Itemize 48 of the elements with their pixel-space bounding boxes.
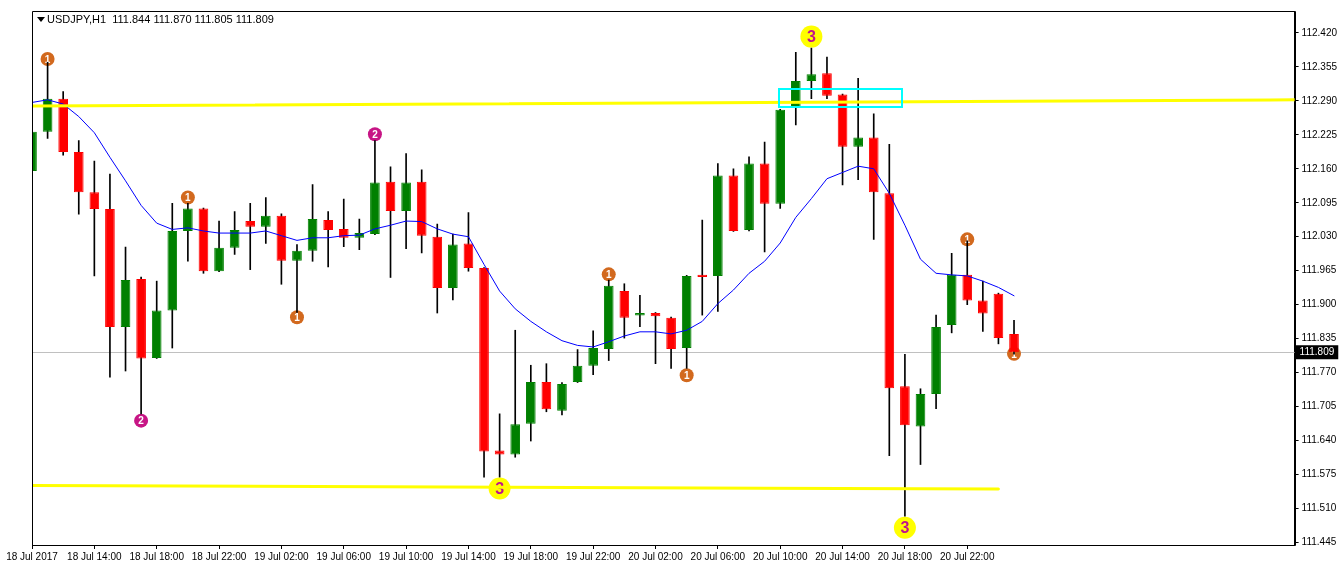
- candlestick: [510, 329, 521, 458]
- annotation: 3: [806, 28, 816, 46]
- x-tick-label: 19 Jul 02:00: [254, 550, 310, 562]
- x-tick-label: 19 Jul 22:00: [565, 550, 621, 562]
- candlestick: [853, 78, 863, 181]
- y-tick-label: 112.160: [1301, 162, 1338, 174]
- x-tick-label: 20 Jul 22:00: [940, 550, 995, 562]
- x-tick-label: 18 Jul 18:00: [129, 550, 185, 562]
- y-tick-label: 111.965: [1301, 264, 1337, 276]
- candlestick: [245, 202, 256, 270]
- annotation: 1: [605, 269, 612, 281]
- x-tick-label: 20 Jul 10:00: [752, 550, 808, 562]
- y-tick-label: 112.225: [1301, 128, 1338, 140]
- annotation: 1: [294, 311, 301, 323]
- y-tick-label: 112.030: [1301, 230, 1338, 242]
- candlestick: [900, 353, 910, 517]
- chart-title: USDJPY,H1 111.844 111.870 111.805 111.809: [47, 13, 274, 26]
- annotation: 1: [185, 192, 192, 204]
- annotation: 2: [372, 129, 379, 141]
- y-tick-label: 111.835: [1301, 332, 1337, 344]
- x-tick-label: 18 Jul 22:00: [191, 550, 247, 562]
- y-tick-label: 111.510: [1301, 502, 1337, 514]
- y-tick-label: 111.770: [1301, 366, 1337, 378]
- x-tick-label: 18 Jul 2017: [6, 550, 59, 562]
- x-tick-label: 18 Jul 14:00: [67, 550, 123, 562]
- y-tick-label: 112.095: [1301, 196, 1338, 208]
- y-tick-label: 111.445: [1301, 536, 1337, 548]
- y-tick-label: 112.290: [1301, 94, 1338, 106]
- x-tick-label: 20 Jul 02:00: [628, 550, 684, 562]
- x-tick-label: 20 Jul 14:00: [815, 550, 871, 562]
- y-tick-label: 111.575: [1301, 468, 1337, 480]
- y-tick-label: 111.900: [1301, 298, 1337, 310]
- candlestick: [635, 294, 645, 327]
- x-tick-label: 19 Jul 10:00: [378, 550, 434, 562]
- y-tick-label: 112.420: [1301, 26, 1338, 38]
- y-tick-label: 111.705: [1301, 400, 1337, 412]
- annotation: 1: [683, 369, 690, 381]
- annotation: 3: [900, 519, 910, 537]
- candlestick: [323, 211, 333, 268]
- annotation: 2: [138, 415, 145, 427]
- x-tick-label: 20 Jul 06:00: [690, 550, 746, 562]
- y-tick-label: 112.355: [1301, 60, 1338, 72]
- x-tick-label: 20 Jul 18:00: [877, 550, 933, 562]
- x-tick-label: 19 Jul 06:00: [316, 550, 372, 562]
- y-tick-label: 111.640: [1301, 434, 1337, 446]
- ref-line-label: 111.809: [1299, 345, 1335, 357]
- x-tick-label: 19 Jul 18:00: [503, 550, 559, 562]
- x-tick-label: 19 Jul 14:00: [441, 550, 497, 562]
